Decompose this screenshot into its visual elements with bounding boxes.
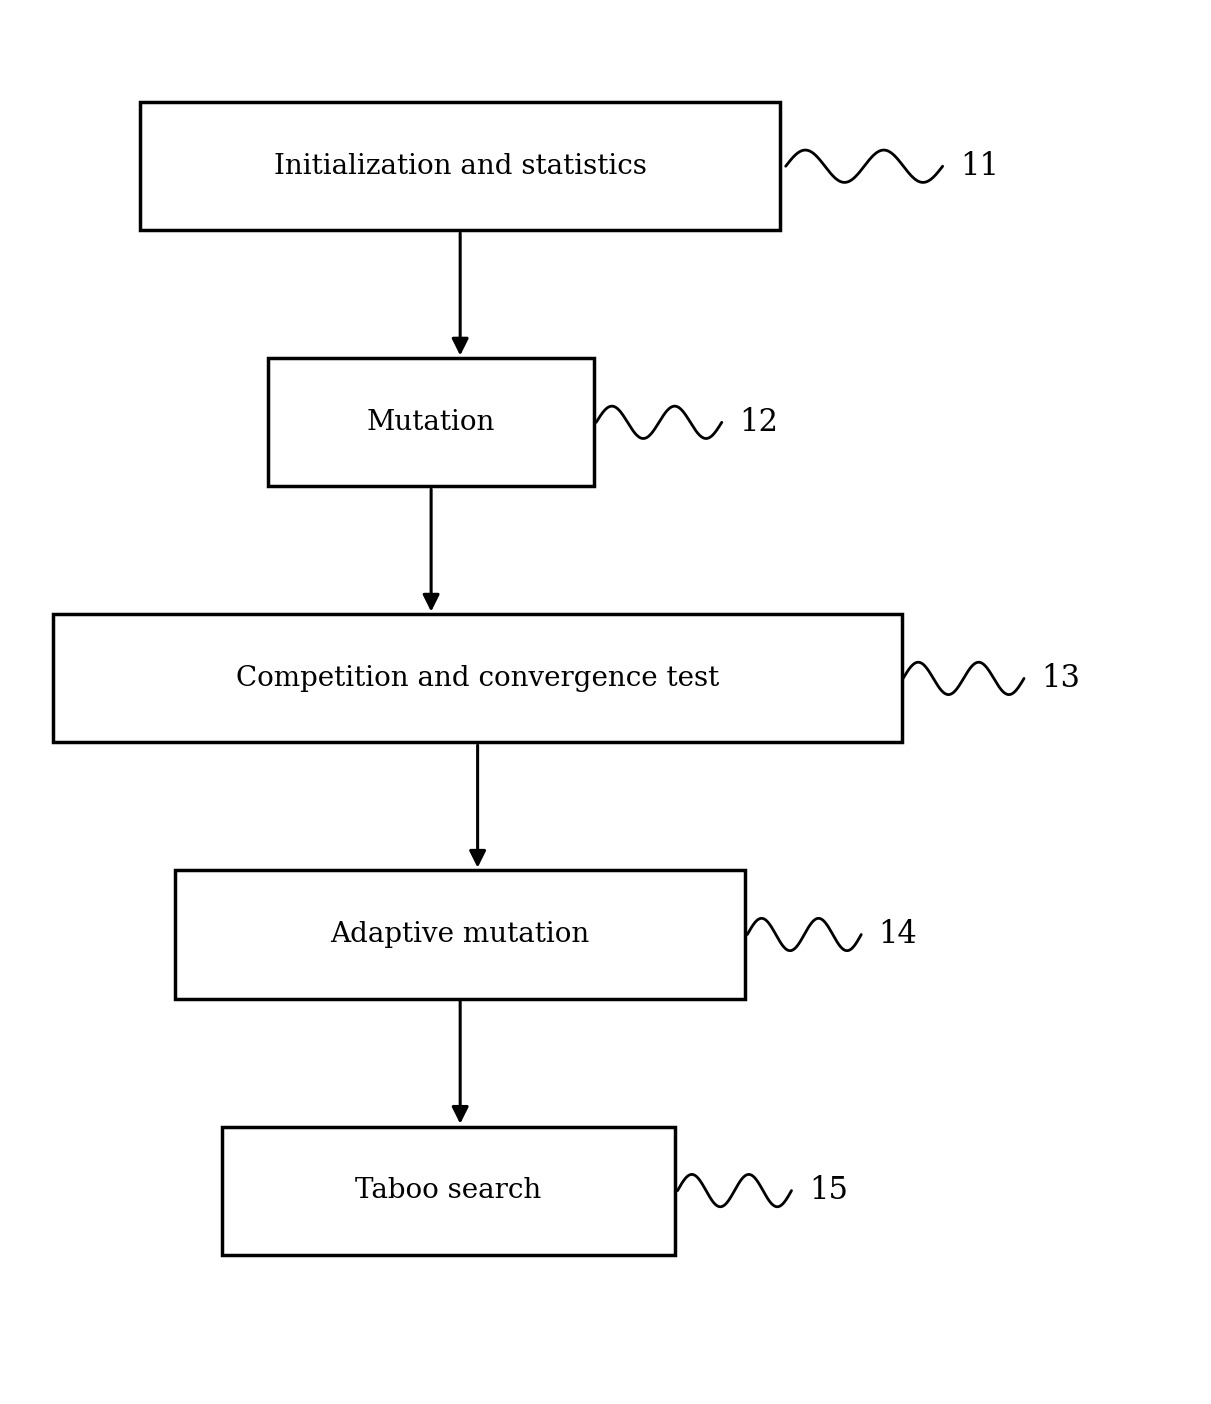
FancyBboxPatch shape xyxy=(222,1126,676,1255)
FancyBboxPatch shape xyxy=(53,615,902,743)
Text: Competition and convergence test: Competition and convergence test xyxy=(236,665,719,692)
Text: 14: 14 xyxy=(879,920,918,951)
Text: 11: 11 xyxy=(960,150,999,181)
FancyBboxPatch shape xyxy=(176,870,745,998)
FancyBboxPatch shape xyxy=(140,102,780,230)
Text: Initialization and statistics: Initialization and statistics xyxy=(274,153,647,180)
FancyBboxPatch shape xyxy=(269,358,593,486)
Text: 13: 13 xyxy=(1041,663,1080,694)
Text: Taboo search: Taboo search xyxy=(356,1177,541,1205)
Text: Mutation: Mutation xyxy=(367,409,495,435)
Text: 15: 15 xyxy=(809,1175,848,1206)
Text: Adaptive mutation: Adaptive mutation xyxy=(331,921,590,948)
Text: 12: 12 xyxy=(739,407,779,438)
